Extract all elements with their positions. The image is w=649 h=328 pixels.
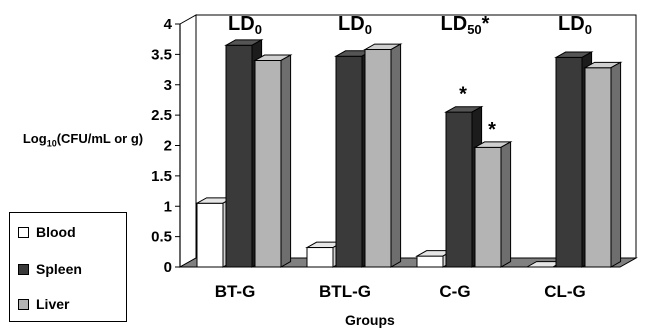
y-tick-label: 1 bbox=[164, 198, 172, 215]
legend-item-spleen: Spleen bbox=[18, 261, 82, 277]
x-tick-label-c-g: C-G bbox=[439, 282, 470, 301]
y-tick-label: 4 bbox=[164, 16, 173, 33]
x-axis-label: Groups bbox=[345, 312, 395, 328]
marker-spleen-c-g: * bbox=[459, 84, 467, 106]
x-tick-label-cl-g: CL-G bbox=[544, 282, 586, 301]
y-tick-label: 1.5 bbox=[151, 168, 172, 185]
y-axis-label: Log10(CFU/mL or g) bbox=[22, 131, 144, 149]
bar-side bbox=[610, 61, 622, 268]
annotation-c-g: LD50* bbox=[441, 13, 490, 37]
bar-liver-bt-g bbox=[253, 54, 293, 268]
bar-front bbox=[196, 202, 224, 268]
y-tick-label: 3.5 bbox=[151, 46, 172, 63]
bar-front bbox=[584, 67, 612, 268]
y-tick-label: 0 bbox=[164, 259, 172, 276]
bar-front bbox=[254, 59, 282, 268]
y-tick-label: 3 bbox=[164, 77, 172, 94]
legend-swatch-spleen bbox=[18, 263, 29, 275]
legend-label-liver: Liver bbox=[36, 296, 70, 312]
legend-label-blood: Blood bbox=[36, 224, 76, 240]
bar-front bbox=[335, 55, 363, 268]
x-tick-label-bt-g: BT-G bbox=[215, 282, 256, 301]
y-axis-ticks: 0 0.5 1 1.5 2 2.5 3 3.5 4 bbox=[151, 16, 180, 276]
bar-side bbox=[500, 141, 512, 268]
legend-item-liver: Liver bbox=[18, 296, 69, 312]
bar-liver-cl-g bbox=[583, 61, 623, 268]
bar-liver-c-g bbox=[473, 141, 513, 268]
y-tick-label: 0.5 bbox=[151, 229, 172, 246]
bar-side bbox=[280, 54, 292, 268]
bar-front bbox=[445, 111, 473, 268]
y-tick-label: 2.5 bbox=[151, 107, 172, 124]
bar-front bbox=[364, 49, 392, 268]
bar-front bbox=[225, 44, 253, 268]
legend-swatch-liver bbox=[18, 298, 29, 310]
bar-front bbox=[555, 56, 583, 268]
legend-item-blood: Blood bbox=[18, 224, 76, 240]
bars bbox=[195, 39, 623, 268]
marker-liver-c-g: * bbox=[488, 119, 496, 141]
floor bbox=[178, 257, 638, 268]
bar-front bbox=[474, 146, 502, 268]
bar-side bbox=[390, 43, 402, 268]
legend-swatch-blood bbox=[18, 226, 29, 238]
bar-front bbox=[306, 247, 334, 268]
bar-front bbox=[416, 255, 444, 268]
legend-label-spleen: Spleen bbox=[36, 261, 82, 277]
y-tick-label: 2 bbox=[164, 138, 172, 155]
x-axis-categories: BT-G BTL-G C-G CL-G bbox=[215, 282, 586, 301]
legend: Blood Spleen Liver bbox=[9, 212, 127, 322]
annotation-bt-g: LD0 bbox=[228, 13, 262, 37]
bar-liver-btl-g bbox=[363, 43, 403, 268]
side-wall bbox=[179, 14, 197, 268]
x-tick-label-btl-g: BTL-G bbox=[319, 282, 371, 301]
